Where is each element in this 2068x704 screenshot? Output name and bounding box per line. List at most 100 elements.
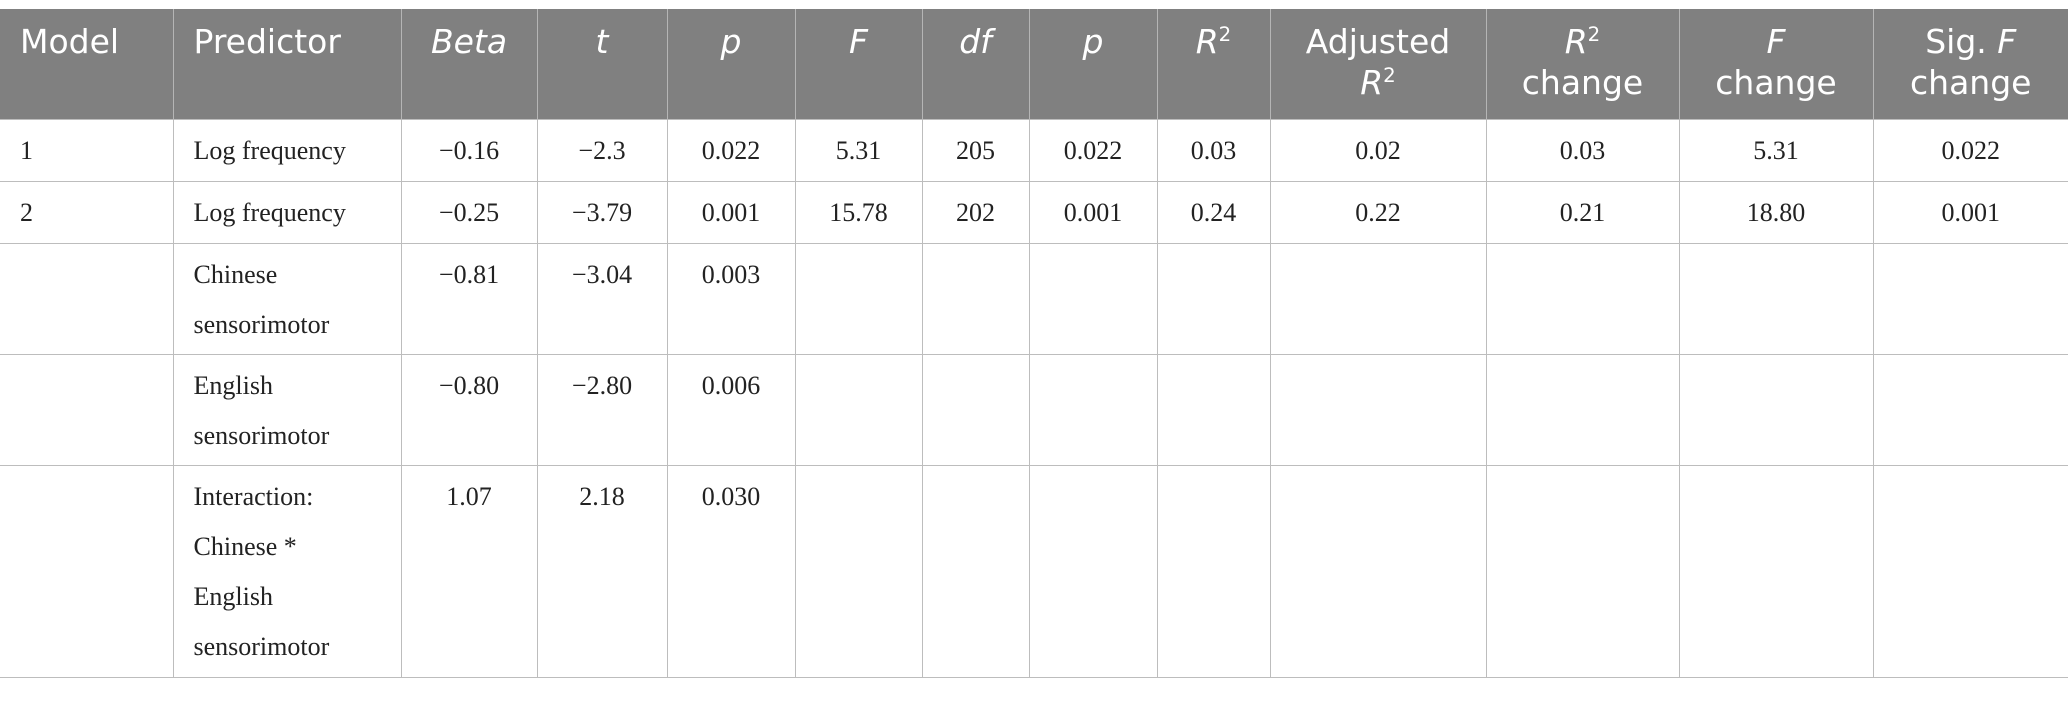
header-text: Adjusted	[1305, 22, 1451, 61]
table-cell	[1156, 242, 1271, 355]
table-cell: 0.21	[1485, 180, 1680, 244]
table-cell: −2.80	[536, 353, 668, 466]
table-cell: 2.18	[536, 464, 668, 678]
table-row: English sensorimotor −0.80 −2.80 0.006	[0, 353, 2068, 466]
table-cell: 0.001	[1028, 180, 1158, 244]
column-header: Predictor	[172, 9, 401, 119]
table-cell: 5.31	[1678, 118, 1874, 182]
table-cell: 0.003	[666, 242, 796, 355]
table-cell	[0, 464, 174, 678]
table-cell: 5.31	[794, 118, 923, 182]
table-cell	[794, 464, 923, 678]
table-cell	[1485, 464, 1680, 678]
table-cell	[1678, 242, 1874, 355]
table-cell: 0.022	[1028, 118, 1158, 182]
header-text: Sig.	[1925, 22, 1987, 61]
header-text: F	[1997, 22, 2017, 61]
table-cell	[1485, 353, 1680, 466]
header-text: F	[1766, 22, 1786, 61]
table-cell: −3.04	[536, 242, 668, 355]
table-cell: Log frequency	[172, 180, 402, 244]
column-header: Model	[0, 9, 173, 119]
table-cell: −0.25	[400, 180, 538, 244]
table-cell	[794, 242, 923, 355]
table-cell	[921, 242, 1030, 355]
table-cell: 0.02	[1269, 118, 1487, 182]
column-header: R2	[1156, 9, 1270, 119]
column-header: t	[536, 9, 667, 119]
table-cell: −0.80	[400, 353, 538, 466]
table-cell: 0.030	[666, 464, 796, 678]
table-cell	[921, 464, 1030, 678]
header-text: change	[1910, 63, 2032, 102]
table-cell: −0.81	[400, 242, 538, 355]
table-cell: 0.03	[1485, 118, 1680, 182]
table-cell	[1269, 464, 1487, 678]
column-header: F	[794, 9, 922, 119]
table-cell: 0.022	[1872, 118, 2068, 182]
table-row: Interaction: Chinese * English sensorimo…	[0, 464, 2068, 678]
table-cell	[1028, 353, 1158, 466]
table-cell: −0.16	[400, 118, 538, 182]
header-text: change	[1715, 63, 1837, 102]
column-header: R2 change	[1485, 9, 1679, 119]
table-cell	[1485, 242, 1680, 355]
column-header: Beta	[400, 9, 537, 119]
table-body: 1 Log frequency −0.16 −2.3 0.022 5.31 205 0.022…	[0, 118, 2068, 678]
column-header: Adjusted R2	[1269, 9, 1486, 119]
table-cell: Log frequency	[172, 118, 402, 182]
header-text: F	[849, 22, 868, 61]
header-text: t	[595, 22, 609, 61]
table-cell: −3.79	[536, 180, 668, 244]
table-cell	[1156, 353, 1271, 466]
header-text: R	[1564, 22, 1588, 61]
table-cell	[1269, 242, 1487, 355]
column-header: df	[921, 9, 1029, 119]
table-cell: 0.001	[666, 180, 796, 244]
table-cell: 2	[0, 180, 174, 244]
table-cell: Interaction: Chinese * English sensorimo…	[172, 464, 402, 678]
table-cell	[0, 242, 174, 355]
table-cell: −2.3	[536, 118, 668, 182]
table-cell: 18.80	[1678, 180, 1874, 244]
table-cell: 0.001	[1872, 180, 2068, 244]
header-text: change	[1521, 63, 1644, 102]
header-text: 2	[1383, 64, 1396, 88]
table-cell	[1678, 353, 1874, 466]
header-text: df	[959, 22, 992, 61]
table-cell	[921, 353, 1030, 466]
header-text: R	[1195, 22, 1219, 61]
header-text: Beta	[430, 22, 508, 61]
table-cell: Chinese sensorimotor	[172, 242, 402, 355]
table-cell	[794, 353, 923, 466]
header-text: Predictor	[193, 22, 341, 61]
table-cell	[0, 353, 174, 466]
table-cell: 0.006	[666, 353, 796, 466]
table-cell: 0.24	[1156, 180, 1271, 244]
table-row: 1 Log frequency −0.16 −2.3 0.022 5.31 205 0.022…	[0, 118, 2068, 182]
table-cell: 0.22	[1269, 180, 1487, 244]
table-cell	[1872, 464, 2068, 678]
table-cell	[1872, 242, 2068, 355]
table-cell: English sensorimotor	[172, 353, 402, 466]
header-text: 2	[1218, 23, 1232, 47]
table-cell	[1156, 464, 1271, 678]
table-cell: 0.022	[666, 118, 796, 182]
table-row: 2 Log frequency −0.25 −3.79 0.001 15.78 202 0.0…	[0, 180, 2068, 244]
table-cell: 202	[921, 180, 1030, 244]
table-cell	[1269, 353, 1487, 466]
column-header: p	[666, 9, 795, 119]
table-cell	[1678, 464, 1874, 678]
table-cell: 1.07	[400, 464, 538, 678]
header-text: Model	[20, 22, 120, 61]
table-cell: 1	[0, 118, 174, 182]
table-cell: 205	[921, 118, 1030, 182]
table-cell	[1028, 242, 1158, 355]
header-text: R	[1360, 63, 1384, 102]
table-cell: 0.03	[1156, 118, 1271, 182]
